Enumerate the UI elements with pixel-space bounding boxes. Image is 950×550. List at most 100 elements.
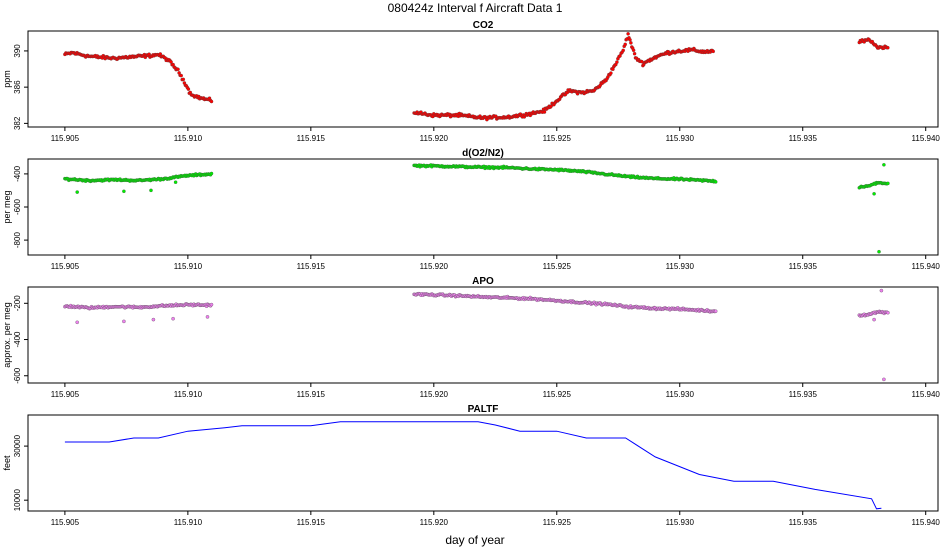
panel-co2-xtick-label-0: 115.905 [51,134,80,143]
panel-apo-xtick-label-6: 115.935 [789,390,818,399]
panel-apo-xtick-label-7: 115.940 [912,390,941,399]
panel-apo-ylabel: approx. per meg [2,302,12,368]
panel-co2-xtick-label-1: 115.910 [174,134,203,143]
panel-co2-points [63,32,890,122]
panel-co2-point-485 [886,45,890,50]
panel-apo-outlier-7 [872,317,876,322]
panel-apo-point-457 [713,309,718,313]
panel-apo-xtick-label-2: 115.915 [297,390,326,399]
panel-o2n2-outlier-3 [173,180,178,184]
panel-co2-title: CO2 [473,20,494,31]
panel-apo-outlier-6 [879,288,884,293]
panel-apo-frame [27,286,939,384]
panel-o2n2-ytick-label-0: -400 [13,165,22,182]
panel-o2n2-points [63,163,890,254]
panel-apo-ytick-label-2: -600 [13,367,22,384]
panel-apo-outlier-5 [882,377,886,382]
panel-co2-xtick-label-7: 115.940 [912,134,941,143]
panel-apo-outlier-2 [151,317,156,322]
panel-co2-ylabel: ppm [2,70,12,88]
panel-co2-point-363 [621,48,625,53]
panel-paltf-xtick-label-2: 115.915 [297,518,326,527]
figure-xlabel: day of year [445,533,504,547]
panel-apo-xtick-label-1: 115.910 [174,390,203,399]
panel-o2n2-xtick-label-2: 115.915 [297,262,326,271]
panel-co2-xticks: 115.905 115.910 115.915 115.920 115.925 115.9… [51,127,941,143]
panel-co2-point-370 [628,38,632,42]
panel-o2n2-outlier-0 [75,190,79,194]
panel-co2-point-120 [181,77,186,82]
panel-apo-xtick-label-4: 115.925 [543,390,572,399]
panel-co2-point-375 [632,51,637,56]
panel-co2-point-374 [631,48,636,53]
panel-o2n2-yticks: -400 -600 -800 [13,165,28,248]
panel-o2n2-outlier-6 [882,163,886,167]
panel-o2n2: d(O2/N2) per meg 115.905 115.910 115.915 11… [2,148,940,271]
panel-o2n2-ytick-label-2: -800 [13,232,22,249]
panel-apo: APO approx. per meg 115.905 115.910 115.91… [2,276,940,399]
panel-o2n2-outlier-4 [877,249,881,254]
panel-co2-frame [27,30,939,128]
panel-apo-xtick-label-5: 115.930 [666,390,695,399]
panel-co2-ytick-label-1: 386 [13,80,22,94]
panel-paltf-xtick-label-4: 115.925 [543,518,572,527]
panel-apo-ytick-label-1: -400 [13,331,22,348]
figure-title: 080424z Interval f Aircraft Data 1 [388,1,563,15]
panel-o2n2-xtick-label-4: 115.925 [543,262,572,271]
panel-o2n2-xtick-label-5: 115.930 [666,262,695,271]
panel-apo-outlier-4 [205,315,210,319]
panel-o2n2-ytick-label-1: -600 [13,198,22,215]
panel-co2-point-351 [609,71,613,75]
panel-paltf-ytick-label-1: 30000 [13,434,22,457]
panel-co2-point-148 [209,99,214,104]
panel-apo-outlier-0 [75,320,79,325]
panel-apo-xticks: 115.905 115.910 115.915 115.920 115.925 115.9… [51,383,941,399]
panel-co2-point-368 [626,32,630,36]
panel-apo-outlier-3 [171,316,175,321]
panel-co2-point-357 [615,60,619,64]
panel-paltf-xtick-label-7: 115.940 [912,518,941,527]
panel-o2n2-xtick-label-0: 115.905 [51,262,80,271]
panel-co2-xtick-label-6: 115.935 [789,134,818,143]
panel-co2-point-456 [711,49,715,54]
panel-paltf-xtick-label-0: 115.905 [51,518,80,527]
panel-co2-point-115 [176,67,180,72]
panel-apo-xtick-label-0: 115.905 [51,390,80,399]
panel-o2n2-outlier-5 [872,192,876,196]
panel-o2n2-title: d(O2/N2) [462,148,504,159]
panel-co2-point-382 [640,59,644,64]
panel-co2-point-371 [629,41,633,45]
panel-paltf-ytick-label-0: 10000 [13,489,22,512]
panel-co2-point-118 [179,73,183,78]
panel-o2n2-outlier-1 [122,189,126,194]
panel-apo-xtick-label-3: 115.920 [420,390,449,399]
panel-o2n2-xtick-label-1: 115.910 [174,262,203,271]
panel-o2n2-ylabel: per meg [2,190,12,223]
panel-o2n2-xtick-label-3: 115.920 [420,262,449,271]
panel-o2n2-xtick-label-6: 115.935 [789,262,818,271]
panel-paltf-frame [27,414,939,512]
panel-co2-xtick-label-5: 115.930 [666,134,695,143]
panel-apo-points [63,288,890,382]
panel-paltf-xtick-label-5: 115.930 [666,518,695,527]
panel-paltf-xtick-label-6: 115.935 [789,518,818,527]
panel-apo-yticks: -200 -400 -600 [13,295,28,384]
panel-apo-point-149 [209,302,214,307]
panel-co2-xtick-label-4: 115.925 [543,134,572,143]
panel-o2n2-point-457 [713,180,718,184]
panel-co2-xtick-label-2: 115.915 [297,134,326,143]
panel-paltf-yticks: 10000 30000 [13,434,28,511]
panel-co2-point-281 [542,110,547,114]
panel-o2n2-point-149 [209,171,214,176]
panel-paltf-series-line [64,421,882,510]
panel-apo-title: APO [472,276,494,287]
panel-paltf-ylabel: feet [2,455,12,471]
panel-co2-point-365 [623,42,627,47]
panel-paltf-line [64,421,882,510]
panel-o2n2-xticks: 115.905 115.910 115.915 115.920 115.925 115.9… [51,255,940,271]
panel-o2n2-frame [27,158,939,256]
panel-co2-xtick-label-3: 115.920 [420,134,449,143]
panel-apo-ytick-label-0: -200 [13,295,22,312]
panel-apo-point-487 [886,310,890,315]
